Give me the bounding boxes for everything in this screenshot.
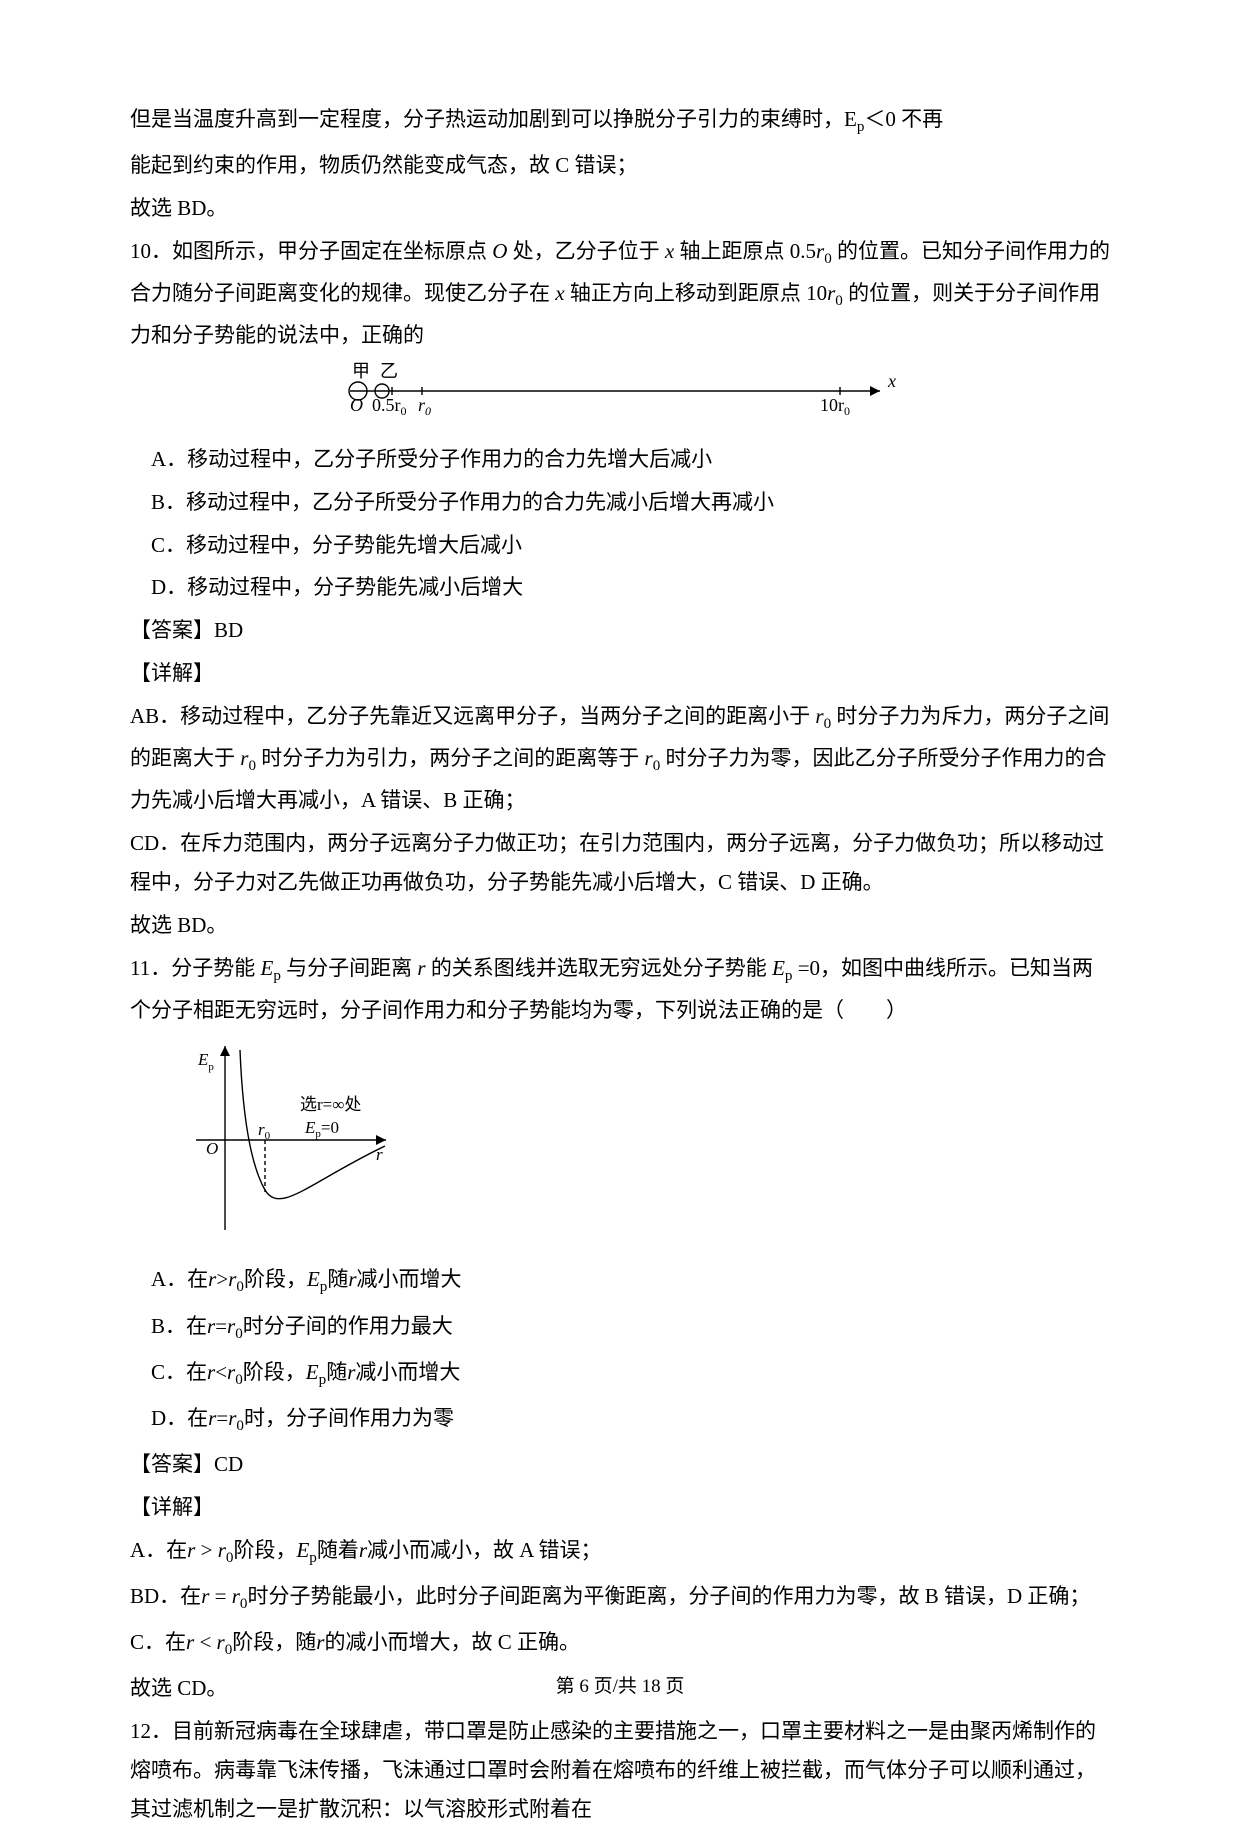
paragraph-continuation: 但是当温度升高到一定程度，分子热运动加剧到可以挣脱分子引力的束缚时，Ep＜0 不… — [130, 100, 1110, 142]
detail-label-11: 【详解】 — [130, 1488, 1110, 1527]
detail-11-c: C．在r < r0阶段，随r的减小而增大，故 C 正确。 — [130, 1623, 1110, 1665]
label-O2: O — [206, 1139, 218, 1158]
detail-11-a: A．在r > r0阶段，Ep随着r减小而减小，故 A 错误； — [130, 1531, 1110, 1573]
answer-10: 【答案】BD — [130, 611, 1110, 650]
paragraph-continuation-2: 能起到约束的作用，物质仍然能变成气态，故 C 错误； — [130, 146, 1110, 185]
tick-label-0-5r0: 0.5r0 — [372, 395, 407, 418]
note-ep0: Ep=0 — [304, 1118, 339, 1140]
label-r: r — [376, 1145, 383, 1164]
page-footer: 第 6 页/共 18 页 — [0, 1669, 1240, 1704]
answer-11: 【答案】CD — [130, 1445, 1110, 1484]
label-x: x — [887, 371, 896, 391]
detail-ab: AB．移动过程中，乙分子先靠近又远离甲分子，当两分子之间的距离小于 r0 时分子… — [130, 697, 1110, 820]
tick-label-10r0: 10r0 — [820, 395, 850, 418]
option-11-c: C．在r<r0阶段，Ep随r减小而增大 — [130, 1353, 1110, 1395]
option-b: B．移动过程中，乙分子所受分子作用力的合力先减小后增大再减小 — [130, 483, 1110, 522]
label-O: O — [350, 395, 363, 415]
page: 但是当温度升高到一定程度，分子热运动加剧到可以挣脱分子引力的束缚时，Ep＜0 不… — [0, 0, 1240, 1754]
paragraph-conclusion: 故选 BD。 — [130, 189, 1110, 228]
label-r0: r0 — [258, 1120, 271, 1142]
label-jia: 甲 — [352, 361, 370, 381]
label-yi: 乙 — [380, 361, 398, 381]
detail-end-10: 故选 BD。 — [130, 906, 1110, 945]
option-a: A．移动过程中，乙分子所受分子作用力的合力先增大后减小 — [130, 440, 1110, 479]
figure-axis-molecules: 甲 乙 x O 0.5r0 r0 10r0 — [340, 361, 900, 432]
option-c: C．移动过程中，分子势能先增大后减小 — [130, 526, 1110, 565]
option-11-a: A．在r>r0阶段，Ep随r减小而增大 — [130, 1260, 1110, 1302]
figure-ep-r-curve: Ep O r r0 选r=∞处 Ep=0 — [190, 1040, 390, 1253]
label-Ep: Ep — [197, 1050, 214, 1073]
option-11-b: B．在r=r0时分子间的作用力最大 — [130, 1307, 1110, 1349]
question-12-stem: 12．目前新冠病毒在全球肆虐，带口罩是防止感染的主要措施之一，口罩主要材料之一是… — [130, 1712, 1110, 1829]
question-10-stem: 10．如图所示，甲分子固定在坐标原点 O 处，乙分子位于 x 轴上距原点 0.5… — [130, 232, 1110, 355]
detail-11-bd: BD．在r = r0时分子势能最小，此时分子间距离为平衡距离，分子间的作用力为零… — [130, 1577, 1110, 1619]
option-11-d: D．在r=r0时，分子间作用力为零 — [130, 1399, 1110, 1441]
detail-cd: CD．在斥力范围内，两分子远离分子力做正功；在引力范围内，两分子远离，分子力做负… — [130, 824, 1110, 902]
option-d: D．移动过程中，分子势能先减小后增大 — [130, 568, 1110, 607]
tick-label-r0: r0 — [418, 395, 431, 418]
note-infinity: 选r=∞处 — [300, 1095, 361, 1114]
detail-label-10: 【详解】 — [130, 654, 1110, 693]
question-11-stem: 11．分子势能 Ep 与分子间距离 r 的关系图线并选取无穷远处分子势能 Ep … — [130, 949, 1110, 1030]
